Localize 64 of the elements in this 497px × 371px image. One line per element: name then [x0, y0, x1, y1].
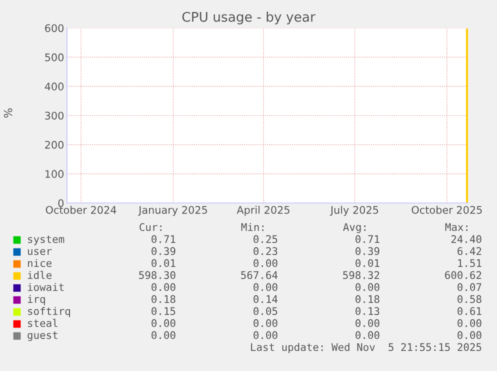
text: 0.18	[356, 295, 380, 304]
legend-label: system	[28, 236, 64, 246]
legend-label: nice	[28, 258, 52, 268]
text: 0.23	[254, 247, 278, 256]
text: 0.00	[152, 319, 176, 328]
y-tick-label: 500	[45, 53, 64, 62]
text: 600.62	[445, 271, 482, 280]
text: 24.40	[451, 235, 482, 244]
text: 0.39	[356, 247, 380, 256]
text: 0.71	[152, 235, 176, 244]
text: 0.61	[458, 307, 482, 316]
text: Min:	[241, 222, 264, 231]
text: 0.13	[356, 307, 380, 316]
text: 0.00	[356, 331, 380, 340]
legend-label: irq	[28, 294, 45, 306]
text: 0.00	[254, 331, 278, 340]
text: 0.39	[152, 247, 176, 256]
y-tick-label: 600	[45, 24, 64, 32]
y-tick-label: 200	[45, 140, 64, 149]
x-tick-label: July 2025	[330, 206, 378, 216]
legend-label: idle	[28, 270, 52, 280]
legend-label: guest	[28, 332, 58, 342]
text: 0.01	[152, 259, 176, 268]
y-tick-label: 300	[45, 112, 64, 120]
text: 0.00	[152, 283, 176, 292]
legend-label: user	[28, 249, 52, 256]
y-tick-label: 400	[44, 82, 64, 90]
y-tick-label: 0	[58, 199, 64, 208]
legend-label: steal	[28, 318, 58, 328]
x-tick-label: October 2025	[412, 206, 482, 214]
text: 0.00	[458, 331, 482, 340]
text: 0.00	[356, 283, 380, 292]
y-tick-label: 100	[45, 170, 64, 178]
x-tick-label: October 2024	[46, 206, 116, 214]
x-tick-label: April 2025	[236, 206, 290, 216]
y-axis-title: %	[4, 108, 12, 118]
text: 0.00	[458, 319, 482, 328]
text: 0.05	[254, 307, 278, 316]
text: 598.30	[139, 271, 176, 280]
text: Cur:	[140, 223, 162, 232]
text: 0.14	[254, 295, 278, 304]
text: 0.15	[152, 307, 176, 316]
text: 0.18	[152, 295, 176, 304]
text: 0.25	[254, 235, 278, 244]
text: Avg:	[343, 223, 366, 234]
text: 0.00	[254, 283, 278, 292]
text: 1.51	[458, 259, 482, 268]
x-tick-label: January 2025	[138, 206, 208, 216]
text: Last update: Wed Nov 5 21:55:15 2025	[251, 342, 482, 354]
text: 0.00	[254, 259, 278, 268]
text: 6.42	[458, 247, 482, 256]
legend-label: softirq	[28, 306, 70, 318]
text: 598.32	[343, 271, 380, 280]
text: 0.71	[356, 235, 380, 244]
text: 567.64	[241, 271, 278, 280]
text: 0.00	[152, 331, 176, 340]
text: 0.00	[254, 319, 278, 328]
legend-label: iowait	[28, 282, 64, 292]
text: 0.58	[458, 295, 482, 304]
chart-title: CPU usage - by year	[182, 12, 316, 24]
text: 0.00	[356, 319, 380, 328]
text: 0.07	[458, 283, 482, 292]
text: 0.01	[356, 259, 380, 268]
text: Max:	[445, 223, 468, 232]
